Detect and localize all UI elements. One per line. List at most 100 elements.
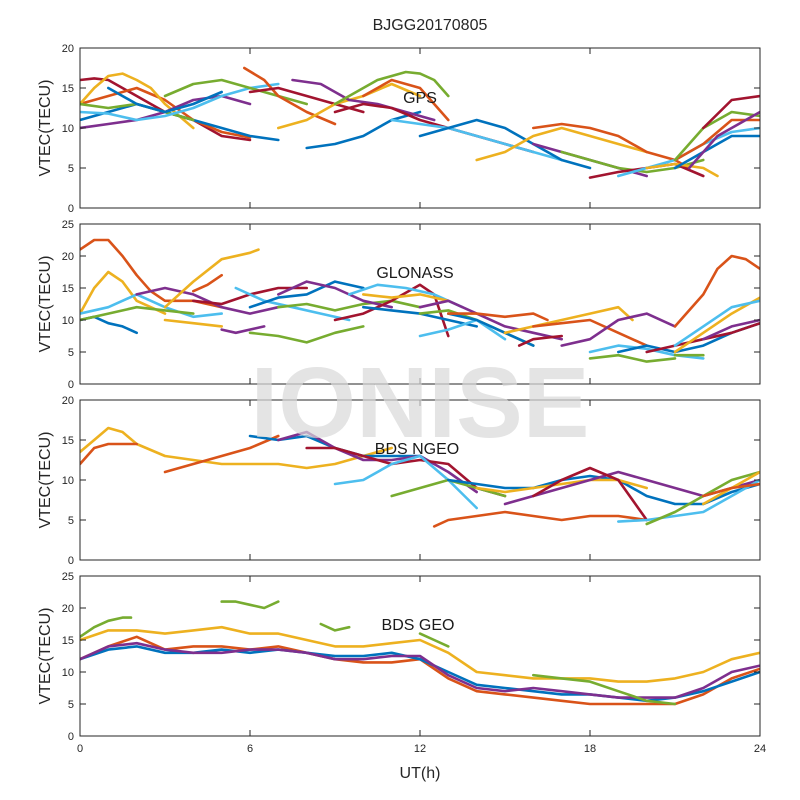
x-tick-label: 24 [754, 743, 766, 755]
series-line-34 [673, 254, 760, 328]
series-line-19 [418, 118, 592, 170]
series-line-1 [80, 77, 252, 142]
series-line-38 [701, 318, 760, 341]
y-axis-label: VTEC(TECU) [37, 432, 54, 529]
series-line-31 [588, 353, 677, 363]
y-tick-label: 5 [68, 699, 74, 711]
y-tick-label: 0 [68, 555, 74, 567]
series-line-29 [560, 312, 677, 347]
y-tick-label: 0 [68, 379, 74, 391]
y-tick-label: 5 [68, 515, 74, 527]
series-line-13 [305, 110, 422, 150]
series-line-24 [446, 312, 535, 347]
series-line-9 [432, 510, 649, 528]
series-line-31 [687, 110, 760, 170]
series-line-15 [276, 299, 422, 312]
series-line-35 [673, 296, 760, 354]
y-tick-label: 20 [62, 395, 74, 407]
x-tick-label: 6 [247, 743, 253, 755]
y-tick-label: 5 [68, 163, 74, 175]
y-tick-label: 5 [68, 347, 74, 359]
series-line-16 [276, 280, 394, 309]
series-line-11 [220, 325, 266, 335]
series-group [80, 600, 760, 706]
plot-area [80, 48, 760, 208]
y-tick-label: 20 [62, 43, 74, 55]
series-line-22 [418, 299, 564, 341]
series-line-9 [531, 673, 677, 706]
series-group [80, 238, 760, 363]
y-tick-label: 10 [62, 123, 74, 135]
plot-area [80, 224, 760, 384]
y-axis-label: VTEC(TECU) [37, 80, 54, 177]
series-line-25 [446, 312, 549, 322]
series-line-2 [80, 442, 138, 466]
series-line-7 [80, 82, 280, 122]
series-line-20 [475, 126, 649, 162]
y-tick-label: 20 [62, 603, 74, 615]
series-line-4 [80, 293, 223, 319]
panel-1: 0 5 10 15 20 VTEC(TECU) GPS [37, 43, 761, 215]
series-line-7 [319, 622, 351, 632]
series-line-7 [163, 248, 260, 309]
y-tick-label: 25 [62, 571, 74, 583]
series-line-11 [248, 86, 365, 114]
series-line-2 [80, 86, 252, 139]
series-line-36 [673, 299, 760, 347]
y-axis-label: VTEC(TECU) [37, 256, 54, 353]
y-tick-label: 10 [62, 667, 74, 679]
series-line-8 [418, 632, 450, 648]
y-tick-label: 15 [62, 635, 74, 647]
watermark: IONISE [251, 347, 590, 459]
series-line-8 [107, 86, 223, 114]
y-axis-label: VTEC(TECU) [37, 608, 54, 705]
y-tick-label: 25 [62, 219, 74, 231]
y-tick-label: 15 [62, 83, 74, 95]
x-tick-label: 0 [77, 743, 83, 755]
y-tick-label: 15 [62, 283, 74, 295]
series-line-13 [248, 325, 365, 344]
panel-label: BDS GEO [382, 617, 455, 634]
series-line-27 [517, 334, 564, 347]
panels: 0 5 10 15 20 VTEC(TECU) GPS 0 5 10 15 20 25 VTEC(TECU… [37, 43, 766, 755]
series-line-6 [220, 600, 280, 610]
series-line-23 [418, 318, 507, 341]
series-line-14 [248, 280, 365, 309]
series-line-28 [531, 318, 649, 347]
y-tick-label: 10 [62, 315, 74, 327]
series-line-13 [531, 466, 649, 522]
series-line-26 [503, 305, 634, 335]
series-line-6 [135, 286, 280, 315]
series-line-3 [163, 434, 280, 474]
series-line-5 [80, 616, 133, 639]
series-line-7 [333, 454, 479, 510]
series-line-17 [333, 283, 450, 338]
panel-3: 0 5 10 15 20 VTEC(TECU) BDS NGEO [37, 395, 761, 567]
series-line-14 [616, 478, 760, 523]
y-tick-label: 10 [62, 475, 74, 487]
y-tick-label: 20 [62, 251, 74, 263]
series-line-26 [645, 162, 719, 178]
series-group [80, 426, 760, 528]
series-line-30 [701, 94, 760, 130]
panel-2: 0 5 10 15 20 25 VTEC(TECU) GLONASS [37, 219, 761, 391]
series-line-8 [192, 273, 223, 293]
series-line-1 [80, 426, 394, 470]
x-axis-label: UT(h) [400, 765, 441, 782]
panel-label: GPS [403, 90, 437, 107]
panel-label: BDS NGEO [375, 441, 459, 458]
series-line-18 [390, 118, 564, 162]
x-tick-label: 12 [414, 743, 426, 755]
series-line-4 [80, 641, 760, 699]
series-line-1 [80, 238, 223, 309]
series-line-1 [80, 625, 760, 683]
series-line-5 [80, 305, 195, 322]
chart-title: BJGG20170805 [373, 17, 488, 34]
series-line-12 [234, 286, 351, 322]
series-line-19 [361, 293, 450, 303]
series-line-17 [701, 482, 760, 498]
series-line-15 [333, 70, 450, 106]
y-tick-label: 0 [68, 203, 74, 215]
x-tick-label: 18 [584, 743, 596, 755]
